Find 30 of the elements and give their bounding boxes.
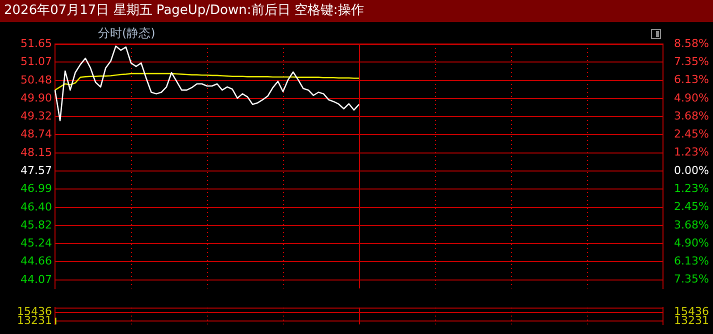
y2-tick-label: 2.45%: [674, 128, 709, 141]
y2-tick-label: 6.13%: [674, 73, 709, 86]
y-tick-label: 45.82: [20, 218, 52, 232]
y-tick-label: 45.24: [20, 236, 52, 250]
y-tick-label: 46.40: [20, 200, 52, 214]
y2-tick-label: 2.45%: [674, 200, 709, 214]
y-tick-label: 48.15: [20, 146, 52, 159]
y-tick-label: 50.48: [20, 73, 52, 86]
y-tick-label: 48.74: [20, 127, 52, 140]
y-tick-label: 51.65: [20, 36, 52, 50]
y-tick-label: 44.66: [20, 254, 52, 268]
y2-tick-label: 8.58%: [674, 36, 709, 50]
y2-tick-label: 6.13%: [674, 254, 709, 268]
y2-tick-label: 1.23%: [674, 182, 709, 196]
y2-tick-label: 3.68%: [674, 109, 709, 122]
y2-tick-label: 3.68%: [674, 218, 709, 232]
y-tick-label: 49.32: [20, 109, 52, 122]
y-tick-label: 47.57: [20, 164, 52, 177]
chart-subtitle: 分时(静态): [98, 25, 156, 42]
y2-tick-label: 4.90%: [674, 91, 709, 104]
y2-tick-label: 7.35%: [674, 55, 709, 68]
y-tick-label: 46.99: [20, 182, 52, 195]
y-tick-label: 44.07: [20, 272, 52, 286]
chart-title: 2026年07月17日 星期五 PageUp/Down:前后日 空格键:操作: [0, 0, 713, 22]
y-tick-label: 51.07: [20, 54, 52, 68]
y2-tick-label: 4.90%: [674, 236, 709, 250]
y-tick-label: 49.90: [20, 91, 52, 104]
y2-tick-label: 0.00%: [674, 164, 709, 177]
y2-tick-label: 7.35%: [674, 272, 709, 286]
y2-tick-label: 1.23%: [674, 146, 709, 159]
